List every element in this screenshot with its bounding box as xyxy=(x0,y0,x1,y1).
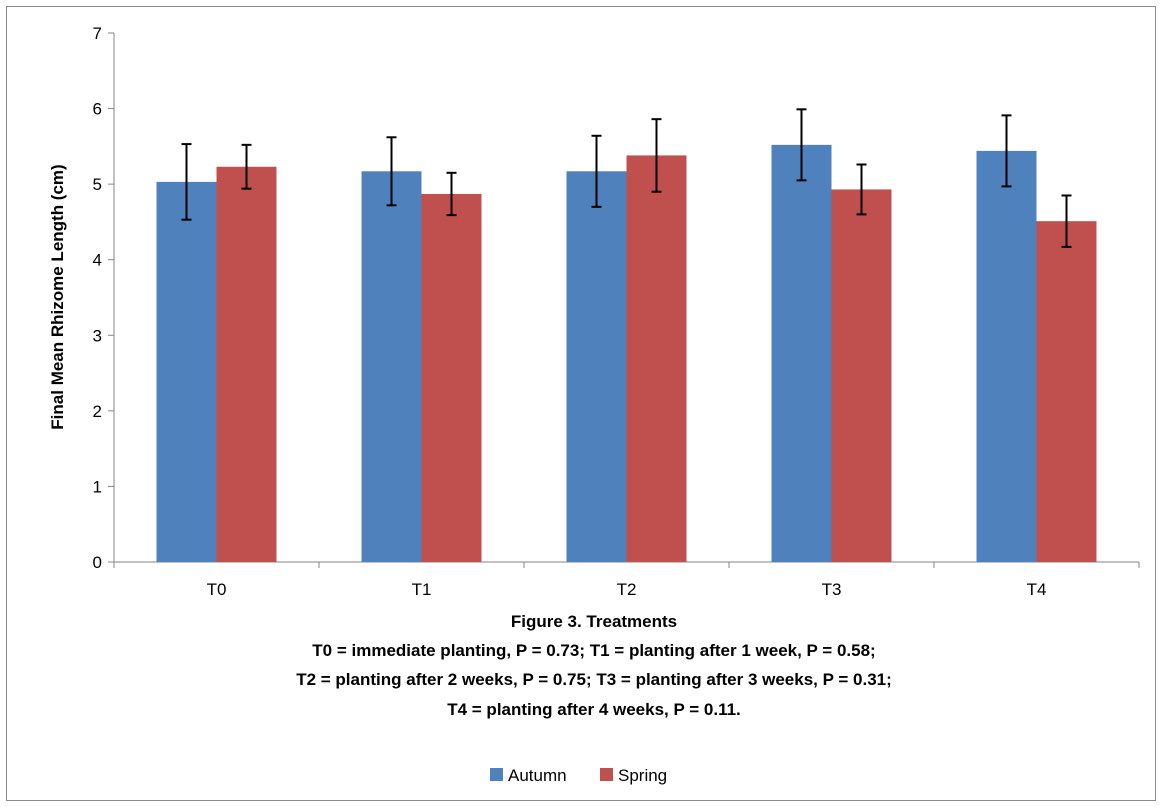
x-axis-caption-line: Figure 3. Treatments xyxy=(511,612,677,631)
y-tick-label: 7 xyxy=(93,24,102,43)
bar-spring xyxy=(421,193,482,562)
y-tick-label: 0 xyxy=(93,553,102,572)
y-tick-label: 2 xyxy=(93,402,102,421)
legend-swatch-autumn xyxy=(490,768,503,781)
x-axis-caption-line: T0 = immediate planting, P = 0.73; T1 = … xyxy=(312,641,875,660)
x-axis-caption-line: T4 = planting after 4 weeks, P = 0.11. xyxy=(447,700,741,719)
bar-autumn xyxy=(156,181,217,562)
legend-label-spring: Spring xyxy=(618,766,667,785)
y-tick-label: 1 xyxy=(93,477,102,496)
bar-spring xyxy=(1036,221,1097,562)
x-tick-label: T4 xyxy=(1027,580,1047,599)
bar-autumn xyxy=(361,171,422,562)
x-axis-caption-line: T2 = planting after 2 weeks, P = 0.75; T… xyxy=(296,670,892,689)
x-tick-label: T2 xyxy=(617,580,637,599)
x-tick-label: T0 xyxy=(207,580,227,599)
x-tick-label: T1 xyxy=(412,580,432,599)
bar-spring xyxy=(831,189,892,562)
bar-spring xyxy=(626,155,687,562)
legend-swatch-spring xyxy=(600,768,613,781)
bar-autumn xyxy=(771,144,832,563)
y-tick-label: 5 xyxy=(93,175,102,194)
bar-autumn xyxy=(566,171,627,562)
y-tick-label: 4 xyxy=(93,251,102,270)
y-axis-title: Final Mean Rhizome Length (cm) xyxy=(48,164,67,429)
bar-autumn xyxy=(976,150,1037,563)
y-tick-label: 3 xyxy=(93,326,102,345)
legend-label-autumn: Autumn xyxy=(508,766,567,785)
y-tick-label: 6 xyxy=(93,100,102,119)
x-tick-label: T3 xyxy=(822,580,842,599)
bar-spring xyxy=(216,166,277,563)
